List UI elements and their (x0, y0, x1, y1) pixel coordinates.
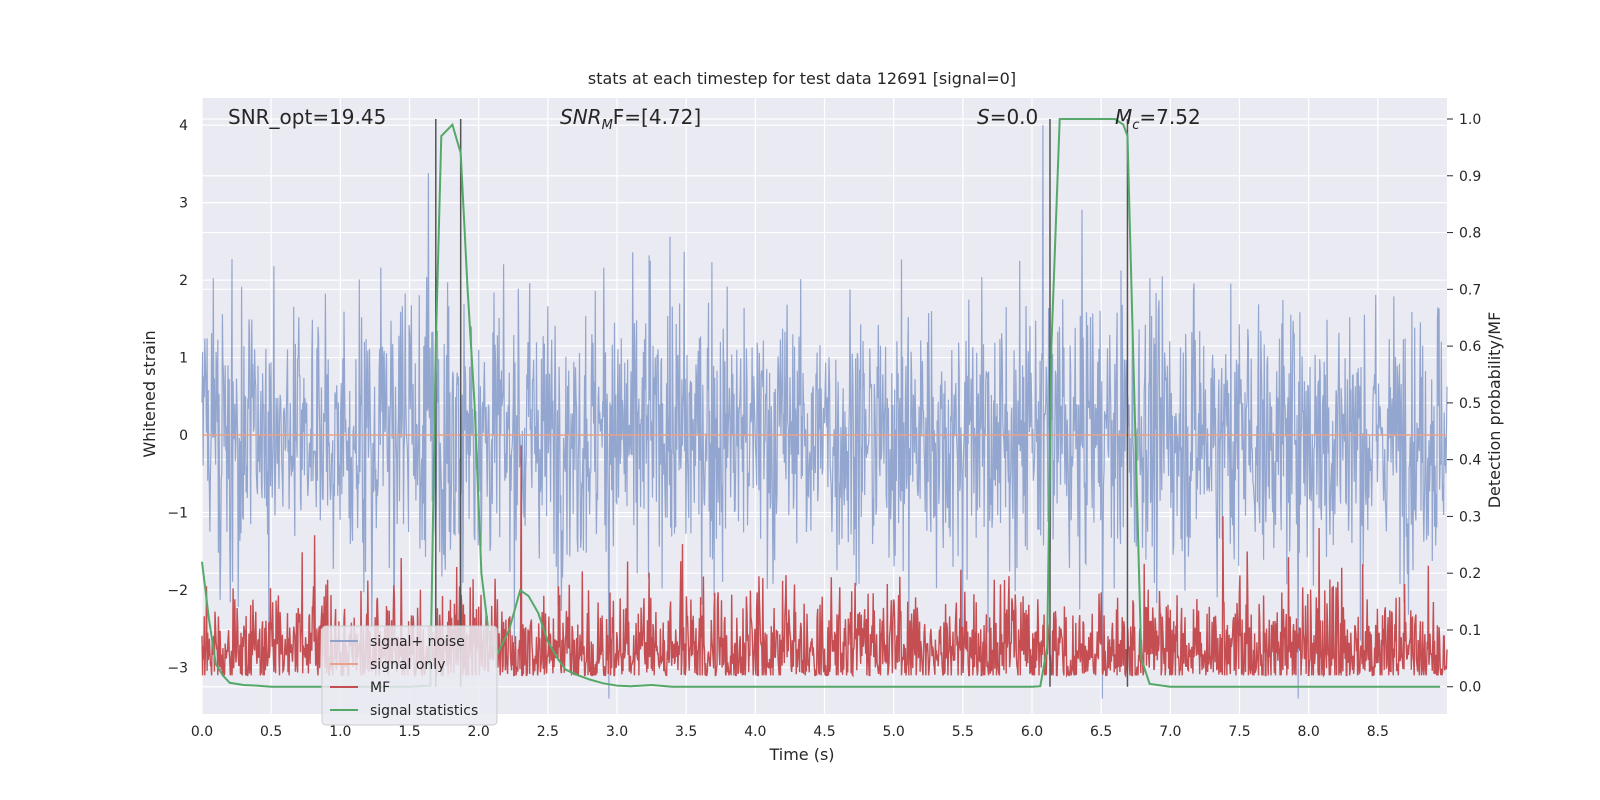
y-tick-label-right: 0.7 (1459, 282, 1481, 298)
y-axis-label-right: Detection probability/MF (1485, 312, 1504, 509)
y-tick-label-left: −2 (167, 583, 188, 599)
y-tick-label-right: 0.6 (1459, 339, 1481, 355)
y-tick-label-right: 1.0 (1459, 112, 1481, 128)
y-tick-label-right: 0.0 (1459, 680, 1481, 696)
legend-label-signal-noise: signal+ noise (370, 634, 465, 650)
y-tick-label-right: 0.8 (1459, 226, 1481, 242)
x-tick-label: 5.0 (883, 724, 905, 740)
legend: signal+ noise signal only MF signal stat… (321, 625, 498, 726)
x-tick-label: 4.5 (813, 724, 835, 740)
x-tick-label: 0.0 (191, 724, 213, 740)
annotation-mc-italic: M (1115, 105, 1132, 129)
annotation-snr-mf-base: SNR (560, 105, 602, 129)
x-tick-label: 1.0 (329, 724, 351, 740)
annotation-snr-mf-sub: M (602, 118, 613, 133)
annotation-snr-mf-rest: F=[4.72] (613, 105, 701, 129)
annotation-snr-mf: SNRMF=[4.72] (560, 105, 701, 133)
chart-title: stats at each timestep for test data 126… (588, 69, 1016, 88)
annotation-s-italic: S (977, 105, 990, 129)
y-tick-label-left: 2 (179, 273, 188, 289)
annotation-s-rest: =0.0 (990, 105, 1039, 129)
x-axis-label: Time (s) (768, 745, 834, 764)
y-tick-label-left: 4 (179, 118, 188, 134)
y-tick-label-right: 0.5 (1459, 396, 1481, 412)
x-tick-label: 1.5 (398, 724, 420, 740)
x-tick-label: 3.5 (675, 724, 697, 740)
x-tick-label: 7.0 (1159, 724, 1181, 740)
y-tick-label-left: −1 (167, 506, 188, 522)
y-tick-label-left: 0 (179, 428, 188, 444)
x-tick-label: 8.5 (1367, 724, 1389, 740)
annotation-s: S=0.0 (977, 105, 1038, 129)
y-tick-label-right: 0.4 (1459, 453, 1481, 469)
annotation-snr-opt: SNR_opt=19.45 (228, 105, 386, 129)
axes: 0.0 0.5 1.0 1.5 2.0 2.5 3.0 3.5 4.0 4.5 5.0 5.5 6.0 6… (167, 112, 1481, 740)
x-tick-label: 4.0 (744, 724, 766, 740)
x-tick-label: 6.5 (1090, 724, 1112, 740)
legend-label-signal-only: signal only (370, 657, 445, 673)
x-tick-label: 7.5 (1228, 724, 1250, 740)
x-tick-label: 8.0 (1298, 724, 1320, 740)
y-tick-label-right: 0.9 (1459, 169, 1481, 185)
x-tick-label: 2.0 (468, 724, 490, 740)
y-tick-label-right: 0.3 (1459, 509, 1481, 525)
legend-box (321, 625, 498, 726)
x-tick-label: 0.5 (260, 724, 282, 740)
series-signal-noise (201, 125, 1448, 699)
annotation-mc: Mc=7.52 (1115, 105, 1201, 133)
x-tick-label: 5.5 (952, 724, 974, 740)
legend-label-signal-statistics: signal statistics (370, 703, 478, 719)
annotation-mc-sub: c (1132, 118, 1139, 133)
x-tick-label: 3.0 (606, 724, 628, 740)
y-tick-label-right: 0.1 (1459, 623, 1481, 639)
y-tick-label-right: 0.2 (1459, 566, 1481, 582)
y-tick-label-left: −3 (167, 661, 188, 677)
x-tick-label: 2.5 (537, 724, 559, 740)
x-tick-label: 6.0 (1021, 724, 1043, 740)
annotation-mc-rest: =7.52 (1139, 105, 1200, 129)
y-tick-label-left: 3 (179, 196, 188, 212)
y-tick-label-left: 1 (179, 351, 188, 367)
y-axis-label-left: Whitened strain (140, 330, 159, 457)
legend-label-mf: MF (370, 680, 390, 696)
